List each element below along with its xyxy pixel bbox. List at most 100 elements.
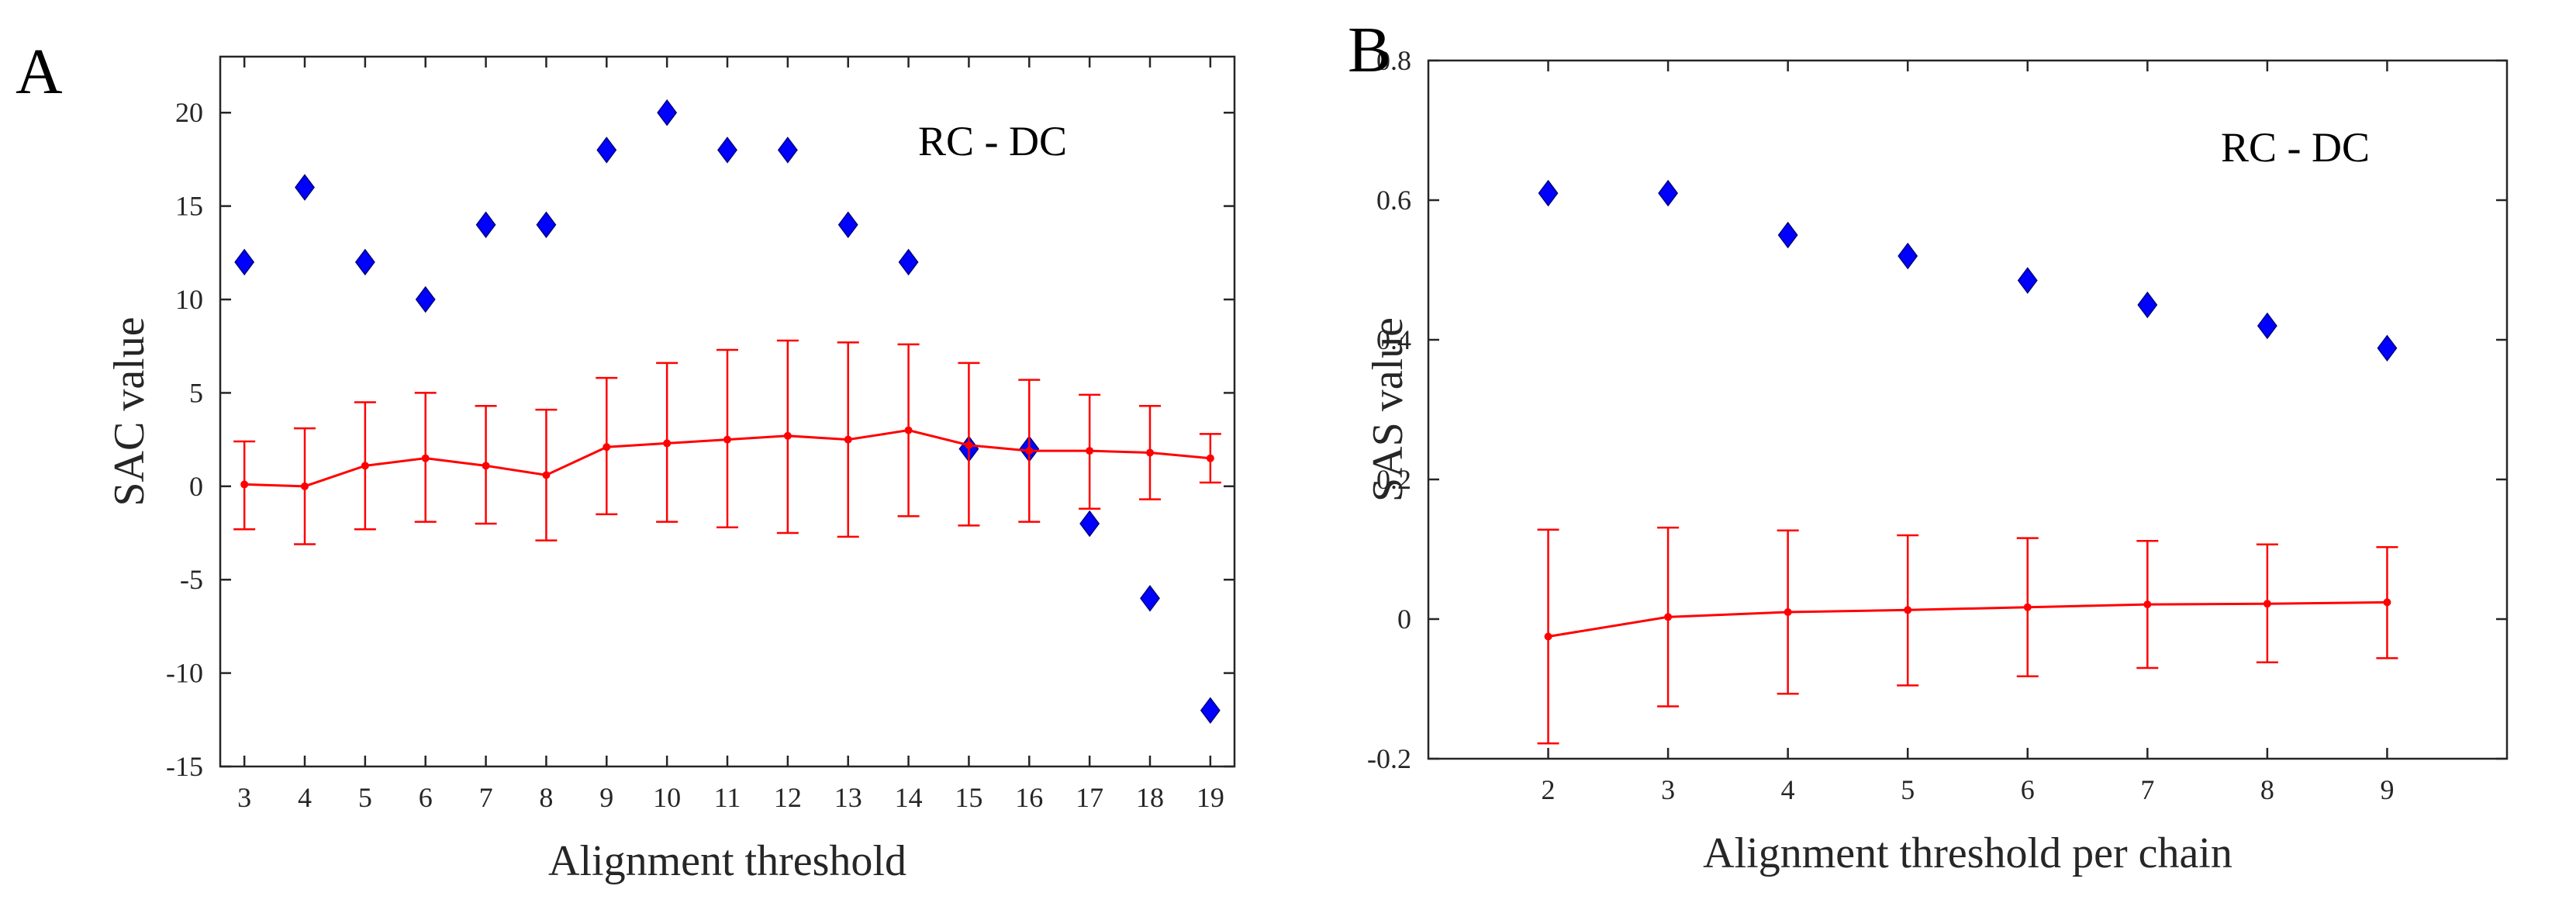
y-tick-label: 5 [189,377,203,408]
diamond-marker [1897,242,1918,270]
mean-point [2383,598,2391,607]
y-tick-label: 20 [175,97,203,128]
panel-letter: A [16,36,63,108]
diamond-marker [354,248,375,276]
diamond-marker [1140,585,1160,612]
diamond-marker [777,137,798,164]
diamond-marker [1658,179,1679,207]
diamond-marker [475,211,496,238]
diamond-marker [2257,312,2277,340]
x-tick-label: 16 [1015,782,1043,813]
x-tick-label: 11 [714,782,741,813]
mean-point [1206,454,1214,462]
x-tick-label: 9 [2380,774,2394,805]
mean-line [1548,600,2388,638]
diamond-marker [1777,221,1798,249]
diamond-marker [1538,179,1559,207]
x-tick-label: 4 [298,782,312,813]
x-tick-label: 7 [2140,774,2154,805]
mean-point [1086,447,1094,455]
diamond-marker [2017,267,2038,294]
mean-point [904,426,913,434]
y-tick-label: 0.8 [1376,45,1411,76]
mean-point [240,480,249,489]
mean-point [663,439,672,448]
diamond-marker [2377,334,2398,362]
mean-point [301,482,309,490]
x-tick-label: 6 [2021,774,2035,805]
diamond-marker [1200,697,1221,725]
mean-point [1904,606,1912,614]
x-tick-label: 5 [1901,774,1915,805]
panel-letter: B [1348,14,1391,86]
panel-b: 2 3 4 5 6 7 8 9 -0.2 0 0.2 0.4 0.6 0.8 Alignment thres… [1348,14,2509,877]
x-tick-label: 4 [1781,774,1795,805]
mean-point [1025,447,1034,455]
x-tick-label: 2 [1542,774,1556,805]
mean-point [421,454,430,462]
y-tick-label: -15 [166,751,203,782]
plot-frame [1427,59,2509,760]
y-axis-title: SAS value [1364,317,1412,502]
diamond-marker [657,99,678,126]
mean-point [482,462,490,470]
mean-point [723,435,731,444]
y-tick-label: -0.2 [1367,743,1411,774]
x-tick-label: 18 [1136,782,1164,813]
y-tick-label: 0 [1397,604,1411,635]
panel-a: 3 4 5 6 7 8 9 10 11 12 13 14 15 16 17 18 19 -15 -10 -5 0 5 10 1… [16,36,1236,885]
x-tick-label: 13 [834,782,862,813]
annotation-label: RC - DC [2221,124,2370,171]
x-tick-label: 14 [895,782,923,813]
mean-point [2023,603,2032,611]
x-tick-label: 15 [955,782,982,813]
x-axis-title: Alignment threshold per chain [1703,829,2232,877]
x-tick-label: 3 [1661,774,1675,805]
x-tick-label: 5 [358,782,372,813]
x-tick-label: 6 [419,782,433,813]
x-tick-label: 7 [479,782,493,813]
x-tick-label: 19 [1196,782,1224,813]
diamond-marker [596,137,617,164]
x-tick-label: 12 [774,782,802,813]
x-tick-label: 17 [1076,782,1103,813]
y-axis-title: SAC value [105,317,154,506]
diamond-marker [234,248,255,276]
mean-point [1784,608,1792,616]
mean-point [361,462,369,470]
diamond-marker [295,174,315,201]
mean-point [1664,613,1673,621]
diamond-marker [1079,510,1100,538]
y-tick-label: 10 [175,284,203,315]
y-tick-label: 0.6 [1376,185,1411,216]
y-tick-label: 0 [189,471,203,502]
x-tick-label: 8 [2260,774,2274,805]
mean-point [603,443,611,452]
mean-point [965,441,973,449]
x-tick-label: 10 [653,782,681,813]
mean-point [542,471,551,479]
y-tick-label: 0.4 [1376,324,1411,355]
mean-point [1146,448,1154,457]
x-tick-label: 3 [237,782,251,813]
diamond-marker [717,137,737,164]
mean-point [2263,600,2271,608]
mean-point [844,435,852,444]
y-tick-label: 0.2 [1376,464,1411,495]
diamond-marker [837,211,858,238]
diamond-marker [2137,291,2158,319]
annotation-label: RC - DC [918,118,1067,164]
mean-point [2143,600,2152,609]
y-tick-label: -5 [180,564,203,595]
diamond-marker [415,285,436,313]
mean-point [1544,632,1552,641]
y-tick-label: 15 [175,191,203,222]
x-tick-label: 8 [539,782,553,813]
x-tick-label: 9 [599,782,613,813]
mean-point [783,431,792,440]
diamond-marker [898,248,919,276]
diamond-marker [536,211,557,238]
y-tick-label: -10 [166,658,203,689]
x-axis-title: Alignment threshold [548,837,906,885]
